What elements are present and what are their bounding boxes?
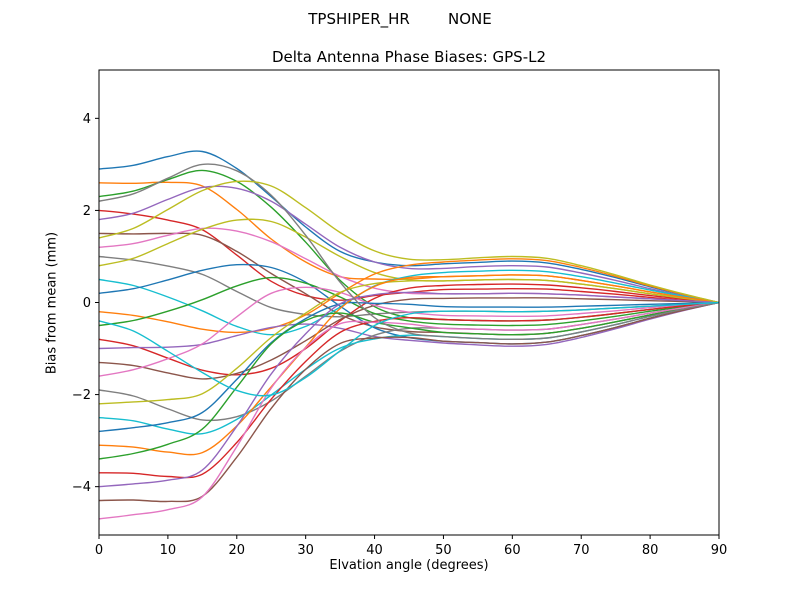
series-line: [99, 301, 719, 479]
figure-suptitle: TPSHIPER_HR NONE: [308, 10, 492, 28]
x-tick-label: 40: [366, 543, 383, 558]
axes-frame: [98, 69, 720, 536]
y-tick-label: 4: [83, 112, 91, 127]
series-line: [99, 169, 719, 322]
series-line: [99, 286, 719, 377]
series-line: [99, 301, 719, 520]
series-line: [99, 291, 719, 488]
series-line: [99, 301, 719, 460]
series-line: [99, 301, 719, 397]
series-line: [99, 276, 719, 327]
chart-title: Delta Antenna Phase Biases: GPS-L2: [271, 48, 547, 66]
series-line: [99, 185, 719, 304]
series-line: [99, 297, 719, 380]
series-lines: [99, 150, 719, 520]
y-tick-label: 0: [83, 296, 91, 311]
x-tick-label: 60: [504, 543, 521, 558]
x-tick-label: 90: [711, 543, 728, 558]
x-tick-label: 50: [435, 543, 452, 558]
series-line: [99, 258, 719, 334]
x-axis-label: Elvation angle (degrees): [329, 558, 489, 573]
series-line: [99, 181, 719, 304]
series-line: [99, 278, 719, 405]
series-line: [99, 274, 719, 456]
y-tick-label: −4: [72, 480, 91, 495]
x-tick-label: 20: [229, 543, 246, 558]
x-tick-label: 80: [642, 543, 659, 558]
x-tick-label: 0: [95, 543, 103, 558]
x-tick-label: 30: [297, 543, 314, 558]
series-line: [99, 180, 719, 304]
y-axis-label: Bias from mean (mm): [44, 231, 60, 375]
series-line: [99, 269, 719, 336]
x-tick-label: 70: [573, 543, 590, 558]
x-tick-label: 10: [160, 543, 177, 558]
y-tick-label: 2: [83, 204, 91, 219]
series-line: [99, 301, 719, 433]
series-line: [99, 163, 719, 341]
series-line: [99, 283, 719, 376]
y-tick-label: −2: [72, 388, 91, 403]
